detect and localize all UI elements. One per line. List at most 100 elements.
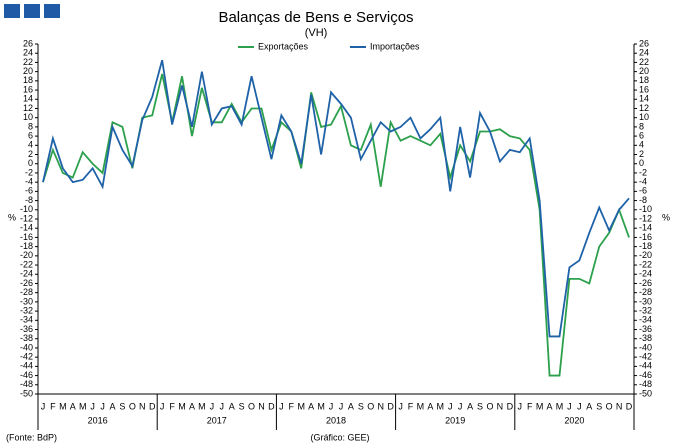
credit: (Gráfico: GEE) [310,432,369,442]
x-tick-label: O [486,401,493,411]
x-tick-label: A [109,401,115,411]
x-tick-label: M [79,401,87,411]
y2-tick-label: -46 [639,370,652,380]
y-tick-label: -50 [20,388,33,398]
y2-tick-label: 20 [639,66,649,76]
x-tick-label: M [178,401,186,411]
x-tick-label: J [398,401,403,411]
x-tick-label: F [50,401,56,411]
x-tick-label: J [41,401,46,411]
x-tick-label: J [160,401,165,411]
x-tick-label: F [169,401,175,411]
logo-square [24,4,40,18]
x-tick-label: J [518,401,523,411]
x-tick-label: J [567,401,572,411]
x-tick-label: S [119,401,125,411]
y-tick-label: -4 [25,177,33,187]
y2-tick-label: -50 [639,388,652,398]
y2-tick-label: -26 [639,278,652,288]
x-tick-label: J [329,401,334,411]
x-tick-label: S [596,401,602,411]
logo-square [4,4,20,18]
y-tick-label: -18 [20,241,33,251]
y2-tick-label: -40 [639,342,652,352]
y-tick-label: -28 [20,287,33,297]
legend-label: Importações [370,41,420,51]
chart-title: Balanças de Bens e Serviços [218,9,413,26]
year-label: 2017 [207,415,227,425]
y2-axis-label: % [662,212,670,222]
y-tick-label: 8 [28,121,33,131]
x-tick-label: J [339,401,344,411]
y-tick-label: 14 [23,94,33,104]
logo-square [44,4,60,18]
year-label: 2020 [564,415,584,425]
x-tick-label: J [90,401,95,411]
y2-tick-label: -2 [639,167,647,177]
y2-tick-label: 24 [639,48,649,58]
y-tick-label: -40 [20,342,33,352]
x-tick-label: N [616,401,623,411]
y2-tick-label: -34 [639,315,652,325]
chart-subtitle: (VH) [305,27,328,39]
y-tick-label: -36 [20,324,33,334]
x-tick-label: O [606,401,613,411]
legend-label: Exportações [258,41,309,51]
x-tick-label: M [317,401,325,411]
y2-tick-label: -14 [639,223,652,233]
y2-tick-label: 16 [639,84,649,94]
y-tick-label: -26 [20,278,33,288]
x-tick-label: J [458,401,463,411]
y-tick-label: -2 [25,167,33,177]
x-tick-label: M [556,401,564,411]
x-tick-label: N [497,401,504,411]
y2-tick-label: -20 [639,250,652,260]
x-tick-label: A [189,401,195,411]
x-tick-label: O [129,401,136,411]
y2-tick-label: 14 [639,94,649,104]
y-axis-label: % [8,212,16,222]
y2-tick-label: -22 [639,259,652,269]
x-tick-label: M [297,401,305,411]
series-line [42,59,630,338]
x-tick-label: J [279,401,284,411]
y-tick-label: 6 [28,130,33,140]
x-tick-label: A [308,401,314,411]
y-tick-label: 26 [23,38,33,48]
y-tick-label: -42 [20,352,33,362]
x-tick-label: F [289,401,295,411]
y2-tick-label: 6 [639,130,644,140]
y-tick-label: -30 [20,296,33,306]
y2-tick-label: -32 [639,305,652,315]
y-tick-label: 12 [23,103,33,113]
y2-tick-label: -28 [639,287,652,297]
x-tick-label: A [427,401,433,411]
y-tick-label: 0 [28,158,33,168]
x-tick-label: D [149,401,156,411]
y-tick-label: 16 [23,84,33,94]
y-tick-label: 22 [23,57,33,67]
y-tick-label: -34 [20,315,33,325]
x-tick-label: M [59,401,67,411]
y2-tick-label: -30 [639,296,652,306]
x-tick-label: M [417,401,425,411]
y-tick-label: 24 [23,48,33,58]
y-tick-label: -6 [25,186,33,196]
y2-tick-label: -36 [639,324,652,334]
year-label: 2019 [445,415,465,425]
y-tick-label: 10 [23,112,33,122]
x-tick-label: N [258,401,265,411]
y2-tick-label: -48 [639,379,652,389]
y2-tick-label: -10 [639,204,652,214]
x-tick-label: J [100,401,105,411]
x-tick-label: O [367,401,374,411]
year-label: 2018 [326,415,346,425]
x-tick-label: J [210,401,215,411]
y2-tick-label: -4 [639,177,647,187]
x-tick-label: A [467,401,473,411]
y-tick-label: -14 [20,223,33,233]
y2-tick-label: 10 [639,112,649,122]
x-tick-label: A [547,401,553,411]
y2-tick-label: -44 [639,361,652,371]
